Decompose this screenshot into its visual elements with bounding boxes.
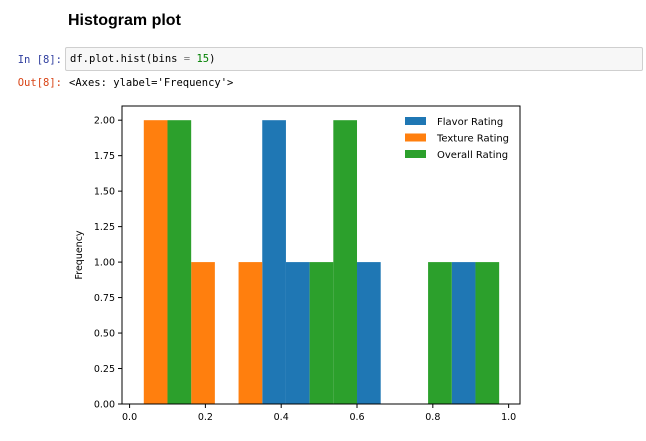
y-tick-label: 1.75 [94,151,115,162]
histogram-bar [167,120,192,404]
legend-swatch [405,117,426,125]
x-tick-label: 0.6 [349,412,364,423]
y-tick-label: 1.50 [94,187,115,198]
output-prompt: Out[8]: [17,77,62,89]
legend-label: Overall Rating [437,150,508,161]
histogram-bar [191,262,215,404]
x-tick-label: 0.8 [425,412,440,423]
code-token: df.plot.hist(bins [70,53,184,65]
code-token: ) [209,53,216,65]
histogram-bar [238,262,263,404]
output-text: <Axes: ylabel='Frequency'> [69,77,234,89]
input-prompt: In [8]: [17,54,62,66]
histogram-bar [309,262,334,404]
x-tick-label: 0.0 [122,412,137,423]
histogram-bar [475,262,500,404]
plot-frame [121,105,521,405]
histogram-bar [333,120,358,404]
y-axis-label: Frequency [74,230,85,279]
histogram-bar [451,262,476,404]
legend-swatch [405,150,426,158]
y-tick-label: 1.00 [94,258,115,269]
code-number: 15 [196,53,210,65]
legend-swatch [405,133,426,142]
y-tick-label: 0.50 [94,329,115,340]
histogram-bar [143,120,168,404]
histogram-bar [262,120,286,404]
histogram-bar [357,262,381,404]
histogram-bar [428,262,452,404]
legend-label: Flavor Rating [437,117,503,128]
y-tick-label: 0.25 [94,364,115,375]
x-tick-label: 1.0 [501,412,516,423]
y-tick-label: 2.00 [94,116,115,127]
code-cell-input[interactable]: df.plot.hist(bins = 15) [65,47,643,71]
histogram-bar [285,262,310,404]
x-tick-label: 0.4 [274,412,289,423]
x-tick-label: 0.2 [198,412,213,423]
y-tick-label: 1.25 [94,222,115,233]
y-tick-label: 0.75 [94,293,115,304]
legend-label: Texture Rating [436,134,509,145]
section-heading: Histogram plot [68,12,181,29]
code-operator: = [183,53,191,65]
y-tick-label: 0.00 [94,400,115,411]
